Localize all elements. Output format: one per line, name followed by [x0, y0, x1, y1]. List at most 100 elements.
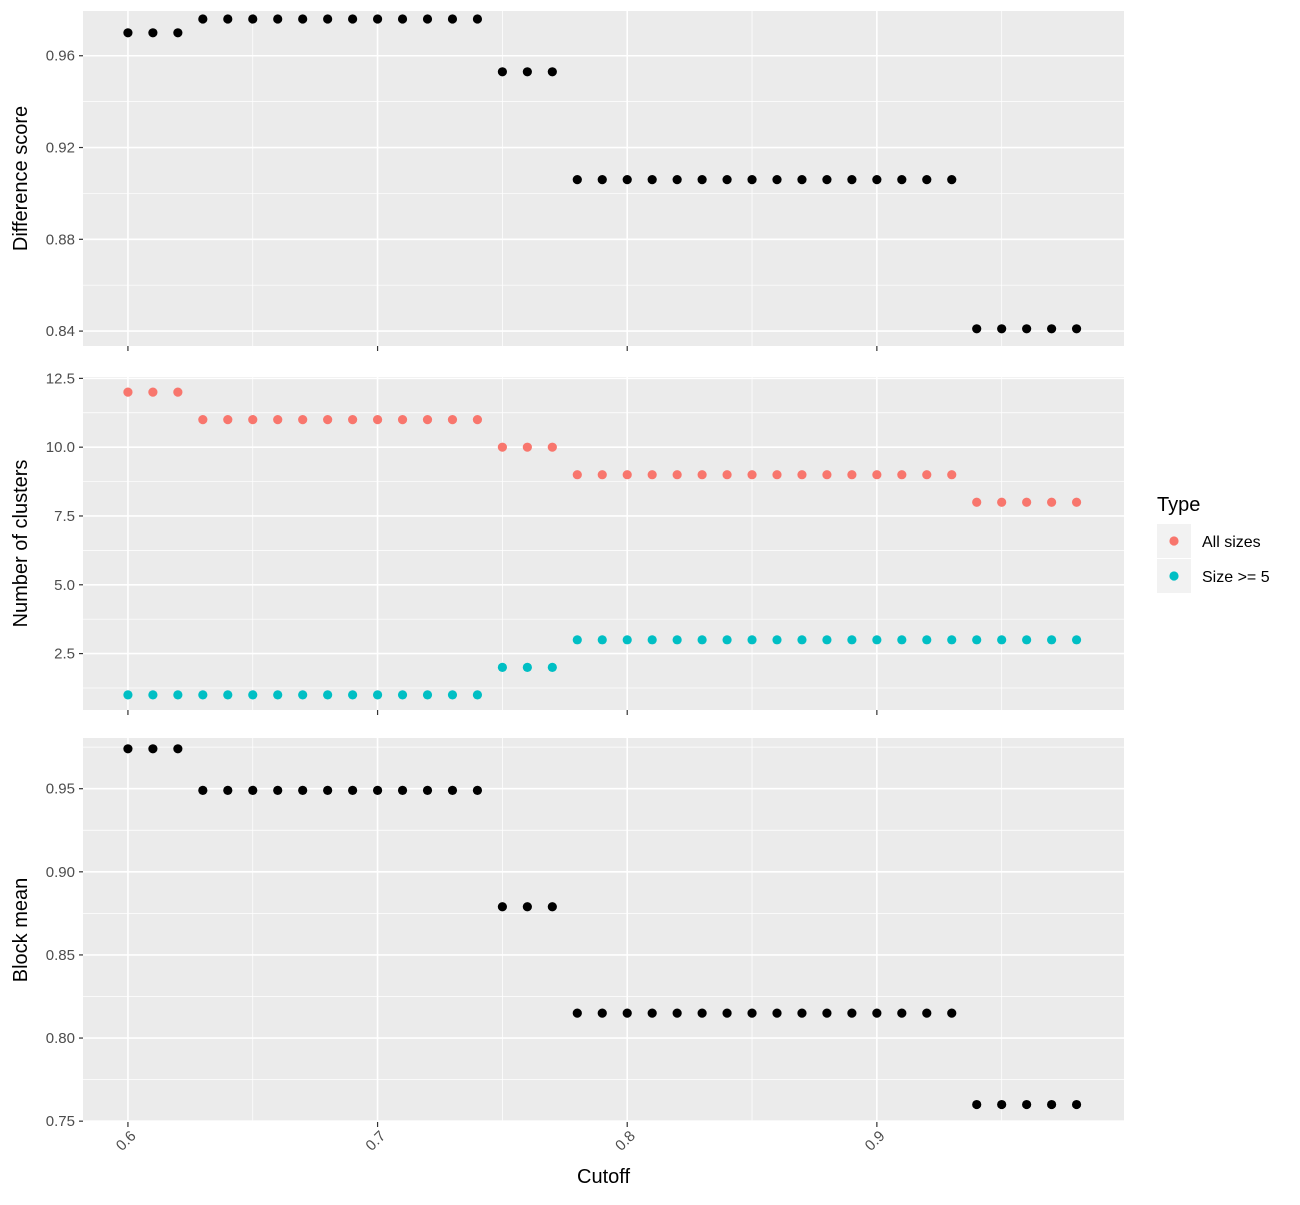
- data-point: [722, 635, 732, 645]
- data-point: [198, 14, 208, 24]
- data-point: [1071, 497, 1082, 507]
- data-point: [323, 14, 333, 24]
- data-point: [597, 470, 607, 480]
- data-point: [248, 415, 258, 425]
- y-tick-label: 0.90: [46, 864, 75, 881]
- data-point: [547, 442, 557, 452]
- data-point: [298, 415, 308, 425]
- data-point: [572, 1008, 582, 1018]
- data-point: [198, 690, 208, 700]
- data-point: [822, 470, 832, 480]
- data-point: [323, 690, 333, 700]
- data-point: [522, 902, 532, 912]
- data-point: [273, 415, 283, 425]
- data-point: [647, 175, 657, 185]
- data-point: [148, 690, 158, 700]
- data-point: [697, 175, 707, 185]
- data-point: [647, 1008, 657, 1018]
- y-tick-label: 5.0: [54, 577, 75, 594]
- data-point: [697, 1008, 707, 1018]
- legend-title: Type: [1157, 494, 1200, 516]
- series-1: [123, 744, 1082, 1110]
- data-point: [348, 14, 358, 24]
- y-axis-title: Number of clusters: [10, 460, 32, 628]
- data-point: [547, 662, 557, 672]
- data-point: [672, 470, 682, 480]
- panel-background: [83, 738, 1124, 1122]
- data-point: [348, 785, 358, 795]
- data-point: [173, 28, 183, 38]
- data-point: [872, 470, 882, 480]
- data-point: [372, 14, 383, 24]
- data-point: [572, 175, 582, 185]
- x-tick-label: 0.8: [612, 1128, 639, 1155]
- data-point: [1071, 635, 1082, 645]
- data-point: [747, 1008, 757, 1018]
- data-point: [622, 1008, 632, 1018]
- data-point: [472, 14, 483, 24]
- data-point: [447, 785, 458, 795]
- data-point: [972, 1099, 982, 1110]
- data-point: [622, 470, 632, 480]
- legend-marker: [1169, 571, 1179, 581]
- y-tick-label: 2.5: [54, 646, 75, 663]
- data-point: [772, 470, 782, 480]
- data-point: [847, 635, 857, 645]
- data-point: [123, 28, 133, 38]
- x-tick-label: 0.6: [113, 1128, 140, 1155]
- data-point: [273, 14, 283, 24]
- data-point: [1047, 1099, 1057, 1110]
- data-point: [597, 175, 607, 185]
- data-point: [897, 470, 907, 480]
- data-point: [897, 1008, 907, 1018]
- data-point: [522, 442, 532, 452]
- data-point: [148, 387, 158, 397]
- data-point: [947, 1008, 957, 1018]
- data-point: [897, 635, 907, 645]
- data-point: [223, 690, 233, 700]
- data-point: [722, 470, 732, 480]
- data-point: [123, 690, 133, 700]
- data-point: [1071, 1099, 1082, 1110]
- data-point: [422, 415, 433, 425]
- data-point: [372, 690, 383, 700]
- data-point: [323, 785, 333, 795]
- data-point: [997, 635, 1007, 645]
- data-point: [972, 324, 982, 334]
- data-point: [672, 1008, 682, 1018]
- data-point: [1022, 497, 1032, 507]
- data-point: [797, 175, 807, 185]
- data-point: [472, 415, 483, 425]
- y-tick-label: 10.0: [46, 439, 75, 456]
- data-point: [547, 902, 557, 912]
- data-point: [772, 1008, 782, 1018]
- series-1: [123, 14, 1082, 334]
- data-point: [797, 1008, 807, 1018]
- data-point: [997, 324, 1007, 334]
- data-point: [397, 14, 408, 24]
- data-point: [348, 690, 358, 700]
- data-point: [1047, 635, 1057, 645]
- data-point: [223, 14, 233, 24]
- data-point: [1047, 324, 1057, 334]
- legend: Type All sizes Size >= 5: [1157, 494, 1270, 593]
- data-point: [922, 175, 932, 185]
- data-point: [647, 635, 657, 645]
- data-point: [847, 1008, 857, 1018]
- y-tick-label: 0.88: [46, 231, 75, 248]
- data-point: [997, 497, 1007, 507]
- data-point: [922, 635, 932, 645]
- data-point: [697, 635, 707, 645]
- data-point: [223, 785, 233, 795]
- y-axis-title: Block mean: [10, 878, 32, 983]
- legend-label: All sizes: [1202, 534, 1261, 551]
- data-point: [422, 690, 433, 700]
- panel-1: 0.84 0.88 0.92 0.96 Difference score: [10, 11, 1124, 351]
- data-point: [248, 14, 258, 24]
- data-point: [972, 497, 982, 507]
- data-point: [872, 175, 882, 185]
- data-point: [747, 470, 757, 480]
- data-point: [248, 690, 258, 700]
- data-point: [947, 175, 957, 185]
